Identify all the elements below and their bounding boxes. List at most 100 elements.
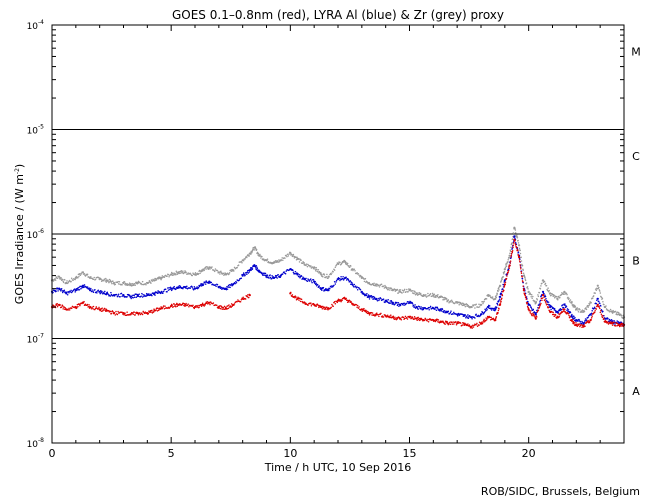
series-1-point	[390, 302, 392, 304]
series-2-point	[113, 312, 116, 314]
series-0-point	[514, 232, 517, 234]
series-1-point	[484, 308, 486, 311]
series-2-point	[455, 324, 458, 326]
series-2-point	[371, 314, 373, 316]
series-0-point	[501, 278, 503, 280]
series-1-point	[474, 317, 476, 319]
series-1-point	[550, 308, 552, 311]
series-0-point	[233, 270, 235, 272]
series-0-point	[604, 306, 607, 309]
series-1-point	[403, 302, 406, 304]
series-0-point	[383, 287, 386, 289]
series-1-point	[219, 285, 221, 288]
series-2-point	[599, 307, 601, 310]
series-0-point	[248, 255, 251, 257]
series-1-point	[402, 302, 405, 305]
series-1-point	[175, 288, 177, 291]
series-0-point	[595, 289, 598, 292]
series-0-point	[536, 298, 539, 301]
series-2-point	[497, 312, 499, 314]
series-2-point	[509, 262, 512, 264]
series-1-point	[310, 278, 312, 280]
series-0-point	[517, 242, 520, 244]
series-2-point	[530, 312, 532, 315]
series-0-point	[251, 251, 253, 254]
series-2-point	[581, 326, 583, 329]
series-0-point	[594, 288, 597, 290]
series-2-point	[413, 316, 416, 318]
series-0-point	[292, 253, 295, 256]
series-2-point	[510, 256, 512, 258]
series-1-point	[351, 281, 353, 284]
series-2-point	[94, 308, 96, 311]
series-1-point	[182, 287, 184, 290]
series-0-point	[86, 273, 89, 275]
series-2-point	[484, 320, 487, 322]
series-2-point	[223, 308, 225, 310]
series-1-point	[502, 288, 504, 290]
series-0-point	[363, 280, 366, 283]
series-2-point	[504, 281, 507, 284]
flare-class-lines	[52, 129, 624, 339]
y-tick-label: 10-4	[27, 19, 45, 32]
series-2-point	[327, 309, 329, 311]
series-1-point	[495, 306, 498, 309]
series-1-point	[333, 281, 336, 283]
series-2-point	[240, 298, 243, 301]
series-2-point	[493, 318, 495, 321]
series-2-point	[544, 301, 547, 303]
series-2-point	[403, 317, 406, 319]
series-2-point	[375, 313, 378, 316]
series-1-point	[450, 310, 452, 312]
series-1-point	[216, 284, 219, 286]
series-2-point	[538, 306, 541, 308]
series-0-point	[435, 296, 437, 298]
series-1-point	[173, 285, 175, 288]
series-0-point	[541, 282, 543, 285]
series-0-point	[427, 292, 429, 295]
series-0-point	[482, 302, 484, 305]
series-1-point	[368, 298, 371, 300]
x-axis-label: Time / h UTC, 10 Sep 2016	[264, 461, 412, 474]
series-0-point	[356, 272, 358, 274]
series-0-point	[443, 298, 445, 301]
series-0-point	[380, 283, 383, 286]
series-0-point	[580, 310, 583, 312]
series-2-point	[326, 306, 328, 309]
series-0-point	[359, 276, 361, 278]
y-tick-label: 10-8	[27, 437, 45, 450]
series-2-point	[467, 323, 469, 325]
series-2-point	[197, 304, 199, 307]
series-2-point	[594, 309, 596, 312]
series-2-point	[203, 305, 205, 307]
series-2-point	[619, 325, 622, 327]
series-1-point	[342, 276, 344, 278]
series-0-point	[568, 297, 570, 300]
series-0-point	[569, 299, 572, 301]
series-1-point	[367, 294, 370, 296]
series-2-point	[464, 322, 466, 324]
series-1-point	[143, 295, 145, 298]
series-1-point	[61, 289, 63, 292]
series-2-point	[557, 316, 560, 319]
series-1-point	[70, 289, 72, 292]
series-2-point	[478, 321, 481, 324]
series-2-point	[392, 315, 395, 317]
series-0-point	[594, 292, 596, 294]
series-1-point	[76, 289, 78, 291]
series-0-point	[511, 238, 514, 240]
series-2-point	[218, 305, 221, 307]
series-2-point	[471, 327, 473, 329]
series-0	[50, 226, 626, 320]
series-2-point	[426, 320, 428, 322]
series-0-point	[111, 282, 113, 285]
series-0-point	[313, 266, 316, 269]
series-2-point	[598, 306, 601, 308]
series-1-point	[302, 276, 304, 278]
series-2-point	[333, 301, 336, 303]
series-1-point	[447, 310, 450, 312]
series-0-point	[197, 272, 200, 275]
series-0-point	[414, 291, 416, 293]
series-2-point	[77, 305, 79, 308]
series-1-point	[122, 294, 125, 297]
